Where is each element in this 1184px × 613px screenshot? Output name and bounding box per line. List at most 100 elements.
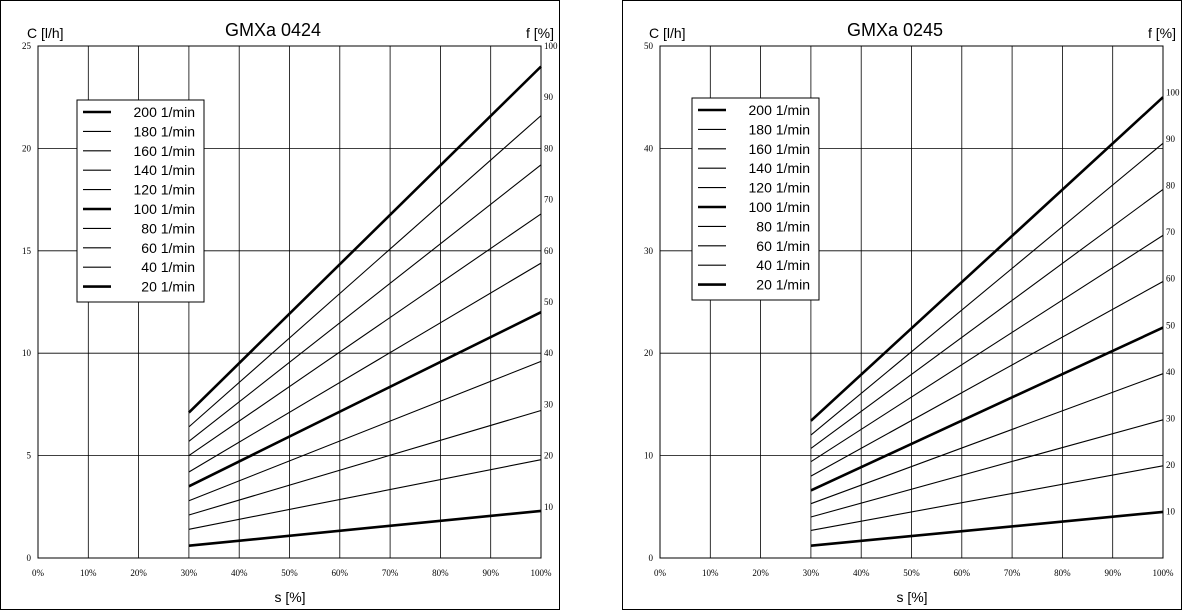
series-line: [188, 213, 542, 457]
y2-tick-label: 50: [544, 297, 554, 307]
y2-tick-label: 10: [544, 502, 554, 512]
legend-label: 60 1/min: [141, 240, 195, 256]
legend-label: 180 1/min: [134, 123, 195, 139]
series-line: [810, 281, 1164, 477]
series-line: [188, 509, 542, 547]
x-tick-label: 0%: [654, 568, 667, 578]
x-tick-label: 80%: [1054, 568, 1071, 578]
y-tick-label: 0: [27, 553, 32, 563]
y-tick-label: 25: [22, 41, 32, 51]
y2-tick-label: 90: [544, 92, 554, 102]
y-tick-label: 20: [22, 143, 32, 153]
series-line: [810, 373, 1164, 505]
x-tick-label: 10%: [80, 568, 97, 578]
x-tick-label: 100%: [1153, 568, 1175, 578]
chart-svg: 0% 10% 20% 30% 40% 50% 60% 70% 80% 90% 100% 0 5 10 15 2…: [0, 0, 560, 610]
y2-tick-label: 20: [544, 451, 554, 461]
legend-label: 20 1/min: [141, 279, 195, 295]
y-axis-label: C [l/h]: [27, 25, 64, 41]
legend-label: 200 1/min: [134, 104, 195, 120]
legend-box: [691, 97, 820, 301]
y-tick-label: 0: [649, 553, 654, 563]
x-tick-label: 60%: [332, 568, 349, 578]
legend-label: 140 1/min: [134, 162, 195, 178]
series-line: [810, 142, 1164, 436]
chart-svg: 0% 10% 20% 30% 40% 50% 60% 70% 80% 90% 100% 0 10 20 30…: [622, 0, 1182, 610]
legend-label: 120 1/min: [134, 182, 195, 198]
x-axis-label: s [%]: [274, 589, 305, 605]
x-tick-label: 90%: [1104, 568, 1121, 578]
y-tick-label: 10: [22, 348, 32, 358]
legend-label: 140 1/min: [749, 160, 810, 176]
x-tick-label: 0%: [32, 568, 45, 578]
series-line: [810, 510, 1164, 547]
x-tick-label: 100%: [531, 568, 553, 578]
x-tick-label: 50%: [903, 568, 920, 578]
legend-label: 80 1/min: [141, 220, 195, 236]
chart-frame: [622, 0, 1182, 610]
y2-tick-label: 50: [1166, 320, 1176, 330]
x-tick-label: 30%: [803, 568, 820, 578]
x-tick-label: 90%: [482, 568, 499, 578]
series-line: [188, 409, 542, 516]
series-line: [810, 419, 1164, 518]
series-line: [188, 360, 542, 502]
series-line: [810, 234, 1164, 463]
y2-tick-label: 40: [1166, 367, 1176, 377]
legend-label: 120 1/min: [749, 180, 810, 196]
legend-label: 160 1/min: [749, 141, 810, 157]
legend-label: 160 1/min: [134, 143, 195, 159]
chart-title: GMXa 0245: [847, 20, 943, 40]
series-line: [187, 65, 542, 414]
y2-tick-label: 20: [1166, 460, 1176, 470]
series-line: [188, 164, 542, 442]
y2-tick-label: 80: [1166, 181, 1176, 191]
y-tick-label: 5: [27, 451, 32, 461]
legend-box: [76, 99, 205, 303]
legend-label: 60 1/min: [756, 238, 810, 254]
series-line: [810, 326, 1164, 492]
y2-tick-label: 60: [544, 246, 554, 256]
y-tick-label: 40: [644, 143, 654, 153]
chart-panel-gmxa-0245: 0% 10% 20% 30% 40% 50% 60% 70% 80% 90% 100% 0 10 20 30…: [622, 0, 1182, 610]
y2-tick-label: 30: [1166, 413, 1176, 423]
x-tick-label: 10%: [702, 568, 719, 578]
series-line: [810, 465, 1164, 531]
y2-tick-label: 30: [544, 399, 554, 409]
x-tick-label: 30%: [181, 568, 198, 578]
plot-area-border: [659, 45, 1164, 559]
y2-tick-label: 90: [1166, 134, 1176, 144]
x-tick-label: 20%: [752, 568, 769, 578]
plot-area-border: [37, 45, 542, 559]
y2-tick-label: 80: [544, 143, 554, 153]
y2-tick-label: 40: [544, 348, 554, 358]
chart-title: GMXa 0424: [225, 20, 321, 40]
x-axis-label: s [%]: [896, 589, 927, 605]
legend-label: 100 1/min: [134, 201, 195, 217]
legend-label: 100 1/min: [749, 199, 810, 215]
x-tick-label: 40%: [853, 568, 870, 578]
x-tick-label: 70%: [382, 568, 399, 578]
chart-panel-gmxa-0424: 0% 10% 20% 30% 40% 50% 60% 70% 80% 90% 100% 0 5 10 15 2…: [0, 0, 560, 610]
y-axis-label: C [l/h]: [649, 25, 686, 41]
y-tick-label: 20: [644, 348, 654, 358]
legend-label: 40 1/min: [756, 257, 810, 273]
legend-label: 200 1/min: [749, 102, 810, 118]
legend-label: 20 1/min: [756, 277, 810, 293]
x-tick-label: 60%: [954, 568, 971, 578]
x-tick-label: 70%: [1004, 568, 1021, 578]
x-tick-label: 20%: [130, 568, 147, 578]
y2-tick-label: 70: [1166, 227, 1176, 237]
legend-label: 80 1/min: [756, 218, 810, 234]
x-tick-label: 40%: [231, 568, 248, 578]
y-tick-label: 50: [644, 41, 654, 51]
chart-frame: [0, 0, 560, 610]
x-tick-label: 50%: [281, 568, 298, 578]
y-tick-label: 10: [644, 451, 654, 461]
series-line: [188, 459, 542, 530]
series-line: [188, 311, 542, 488]
y2-tick-label: 70: [544, 195, 554, 205]
x-tick-label: 80%: [432, 568, 449, 578]
series-line: [810, 188, 1164, 449]
series-line: [188, 115, 542, 428]
